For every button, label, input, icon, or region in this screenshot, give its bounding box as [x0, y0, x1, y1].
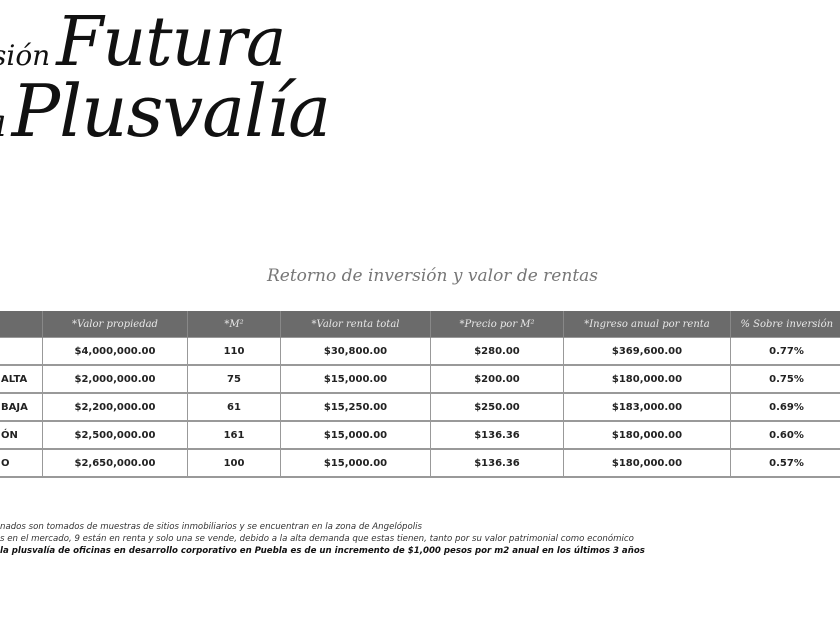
- table-cell: $15,000.00: [280, 448, 431, 478]
- table-title: Retorno de inversión y valor de rentas: [266, 266, 599, 286]
- rent-return-table: *Valor propiedad *M² *Valor renta total …: [0, 311, 840, 478]
- table-cell: $2,200,000.00: [42, 392, 188, 422]
- table-cell: $180,000.00: [563, 364, 731, 394]
- table-cell: $180,000.00: [563, 420, 731, 450]
- table-cell: $180,000.00: [563, 448, 731, 478]
- title-line1-prefix: sión: [0, 39, 51, 72]
- header-cell: *Ingreso anual por renta: [563, 311, 731, 338]
- table-cell: $183,000.00: [563, 392, 731, 422]
- table-cell: $4,000,000.00: [42, 337, 188, 366]
- table-cell: $136.36: [430, 448, 564, 478]
- table-cell: O: [0, 448, 43, 478]
- table-cell: 110: [187, 337, 281, 366]
- table-cell: 61: [187, 392, 281, 422]
- table-cell: ALTA: [0, 364, 43, 394]
- table-row: ÓN $2,500,000.00 161 $15,000.00 $136.36 $180,…: [0, 420, 840, 450]
- title-line1-row: sión Futura: [0, 3, 286, 82]
- table-row: ALTA $2,000,000.00 75 $15,000.00 $200.00 $180…: [0, 364, 840, 394]
- title-line2: Plusvalía: [11, 69, 331, 153]
- table-cell: 0.77%: [730, 337, 840, 366]
- table-cell: $250.00: [430, 392, 564, 422]
- table-cell: $2,500,000.00: [42, 420, 188, 450]
- table-cell: $15,000.00: [280, 420, 431, 450]
- title-line2-row: a Plusvalía: [0, 69, 331, 153]
- table-header-row: *Valor propiedad *M² *Valor renta total …: [0, 311, 840, 338]
- table-row: O $2,650,000.00 100 $15,000.00 $136.36 $180,0…: [0, 448, 840, 478]
- header-cell: *Valor propiedad: [42, 311, 188, 338]
- table-cell: $15,000.00: [280, 364, 431, 394]
- header-cell: *M²: [187, 311, 281, 338]
- table-cell: 0.60%: [730, 420, 840, 450]
- table-cell: $2,650,000.00: [42, 448, 188, 478]
- table-cell: 161: [187, 420, 281, 450]
- table-cell: 0.75%: [730, 364, 840, 394]
- footnotes: nados son tomados de muestras de sitios …: [0, 521, 645, 557]
- table-cell: $200.00: [430, 364, 564, 394]
- table-cell: $15,250.00: [280, 392, 431, 422]
- header-cell: % Sobre inversión: [730, 311, 840, 338]
- table-cell: $30,800.00: [280, 337, 431, 366]
- table-row: BAJA $2,200,000.00 61 $15,250.00 $250.00 $183…: [0, 392, 840, 422]
- table-cell: $280.00: [430, 337, 564, 366]
- table-cell: 0.69%: [730, 392, 840, 422]
- title-line2-prefix: a: [0, 104, 7, 142]
- table-cell: [0, 337, 43, 366]
- table-cell: 75: [187, 364, 281, 394]
- table-cell: 100: [187, 448, 281, 478]
- table-cell: BAJA: [0, 392, 43, 422]
- table-row: $4,000,000.00 110 $30,800.00 $280.00 $369,60…: [0, 337, 840, 366]
- footnote: la plusvalía de oficinas en desarrollo c…: [0, 546, 645, 556]
- table-cell: $136.36: [430, 420, 564, 450]
- table-cell: $2,000,000.00: [42, 364, 188, 394]
- table-cell: ÓN: [0, 420, 43, 450]
- table-cell: 0.57%: [730, 448, 840, 478]
- header-cell: [0, 311, 43, 338]
- footnote: s en el mercado, 9 están en renta y solo…: [0, 534, 634, 544]
- footnote: nados son tomados de muestras de sitios …: [0, 522, 422, 532]
- table-cell: $369,600.00: [563, 337, 731, 366]
- header-cell: *Valor renta total: [280, 311, 431, 338]
- header-cell: *Precio por M²: [430, 311, 564, 338]
- title-line1: Futura: [56, 3, 286, 82]
